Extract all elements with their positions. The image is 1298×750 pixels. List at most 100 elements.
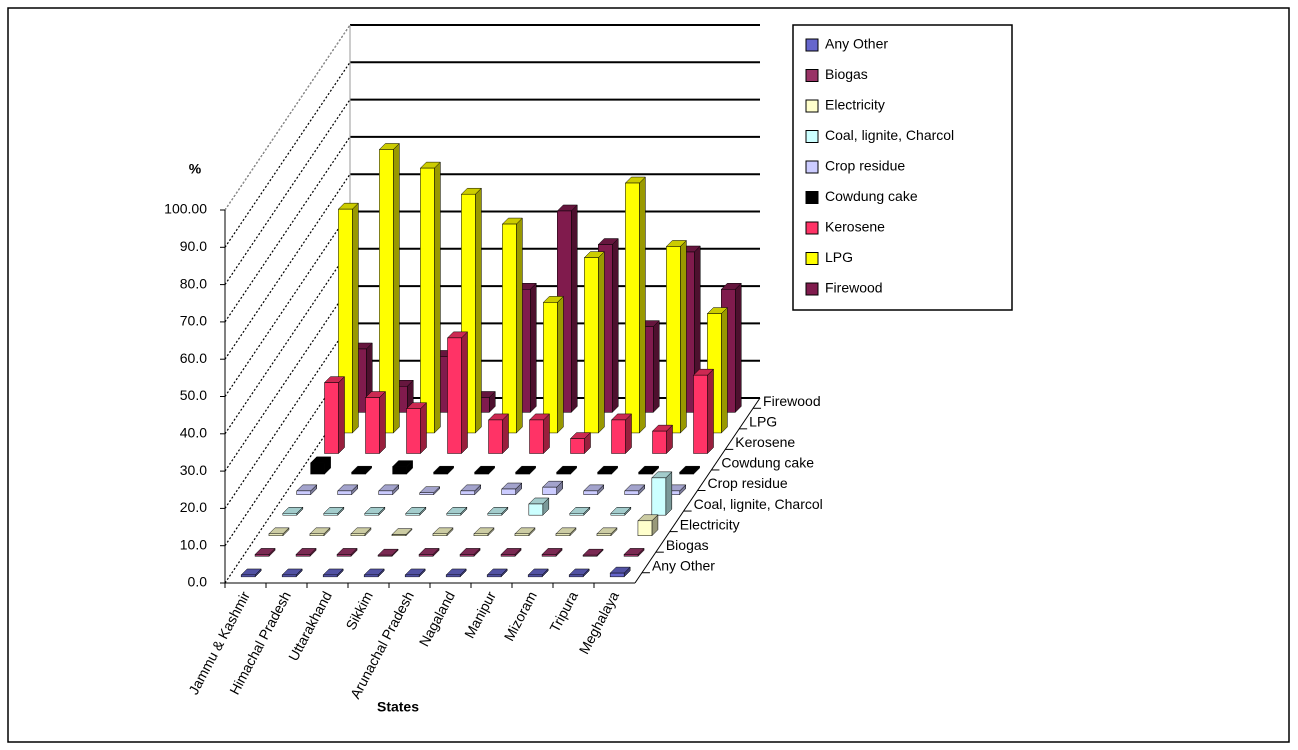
bar	[460, 490, 475, 495]
depth-label: LPG	[749, 414, 777, 430]
bar	[420, 167, 435, 434]
bar-3d	[446, 331, 469, 455]
bar-3d	[609, 566, 631, 578]
bar-side	[598, 251, 605, 434]
bar	[570, 438, 585, 454]
bar-3d	[651, 424, 674, 455]
bar	[404, 574, 420, 578]
legend-swatch	[805, 99, 819, 113]
depth-label: Biogas	[666, 537, 709, 553]
grid-line	[224, 285, 351, 472]
legend-label: Coal, lignite, Charcol	[825, 127, 954, 143]
legend-swatch	[805, 252, 819, 265]
bar-side	[420, 402, 427, 455]
y-tick-label: 60.0	[180, 350, 207, 366]
bar	[611, 419, 626, 454]
bar	[541, 554, 557, 557]
bar-3d	[309, 527, 331, 537]
bar-3d	[582, 548, 604, 557]
bar-3d	[583, 251, 605, 434]
bar-3d	[378, 142, 400, 434]
bar-side	[475, 187, 482, 434]
bar-3d	[295, 547, 317, 557]
bar-3d	[569, 431, 592, 455]
bar-3d	[624, 484, 646, 496]
depth-label: Coal, lignite, Charcol	[694, 496, 823, 512]
bar-side	[735, 282, 742, 413]
bar-3d	[419, 161, 441, 434]
bar	[679, 471, 694, 475]
bar-3d	[378, 484, 400, 496]
bar-3d	[501, 217, 523, 434]
bar	[652, 430, 667, 454]
bar-side	[502, 413, 509, 455]
bar-3d	[528, 413, 551, 455]
bar-side	[625, 413, 632, 455]
wall-top-edge	[224, 24, 351, 211]
depth-label: Kerosene	[735, 434, 795, 450]
bar-3d	[542, 480, 564, 496]
depth-label: Cowdung cake	[721, 455, 814, 471]
bar	[555, 533, 571, 536]
bar-3d	[433, 465, 455, 475]
bar-side	[557, 295, 564, 434]
bar	[624, 490, 639, 495]
legend-swatch	[805, 69, 819, 82]
bar-3d	[404, 568, 426, 578]
legend-box	[792, 24, 1013, 311]
bar	[379, 149, 394, 434]
bar	[392, 466, 407, 475]
legend-swatch	[805, 282, 819, 296]
bar-3d	[323, 506, 345, 516]
bar-3d	[432, 527, 454, 537]
bar-side	[543, 413, 550, 455]
bar-3d	[323, 376, 346, 455]
bar	[488, 419, 503, 454]
bar	[282, 513, 298, 516]
legend-swatch	[805, 130, 819, 143]
grid-line	[224, 136, 351, 323]
bar	[584, 257, 599, 434]
bar	[542, 486, 557, 495]
bar	[500, 554, 516, 557]
bar	[378, 490, 393, 495]
y-tick-label: 100.00	[164, 201, 207, 217]
bar	[502, 223, 517, 434]
bar	[419, 492, 434, 495]
bar	[623, 554, 639, 557]
bar	[322, 574, 338, 578]
bar-3d	[637, 514, 659, 537]
bar-3d	[556, 204, 578, 413]
bar-3d	[351, 465, 373, 475]
bar-3d	[392, 459, 414, 475]
bar	[556, 471, 571, 475]
y-tick-label: 90.0	[180, 238, 207, 254]
bar-3d	[610, 413, 633, 455]
bar	[445, 574, 461, 578]
bar	[515, 471, 530, 475]
bar-3d	[624, 176, 646, 434]
bar-3d	[568, 568, 590, 578]
bar	[569, 513, 585, 516]
bar-side	[707, 368, 714, 455]
depth-label: Crop residue	[708, 475, 788, 491]
bar-3d	[596, 527, 618, 537]
bar	[693, 374, 708, 454]
bar-3d	[337, 484, 359, 496]
bar	[295, 554, 311, 557]
bar	[609, 572, 625, 578]
bar	[568, 574, 584, 578]
bar-3d	[310, 456, 332, 475]
y-tick-label: 40.0	[180, 425, 207, 441]
bar	[527, 574, 543, 578]
bar	[610, 513, 626, 516]
bar	[514, 533, 530, 536]
legend-label: Crop residue	[825, 158, 905, 174]
bar	[459, 554, 475, 557]
depth-label: Firewood	[763, 393, 821, 409]
y-tick-label: 50.0	[180, 387, 207, 403]
bar	[528, 503, 544, 516]
bar-3d	[542, 295, 564, 434]
legend-label: Biogas	[825, 66, 868, 82]
bar-3d	[474, 465, 496, 475]
